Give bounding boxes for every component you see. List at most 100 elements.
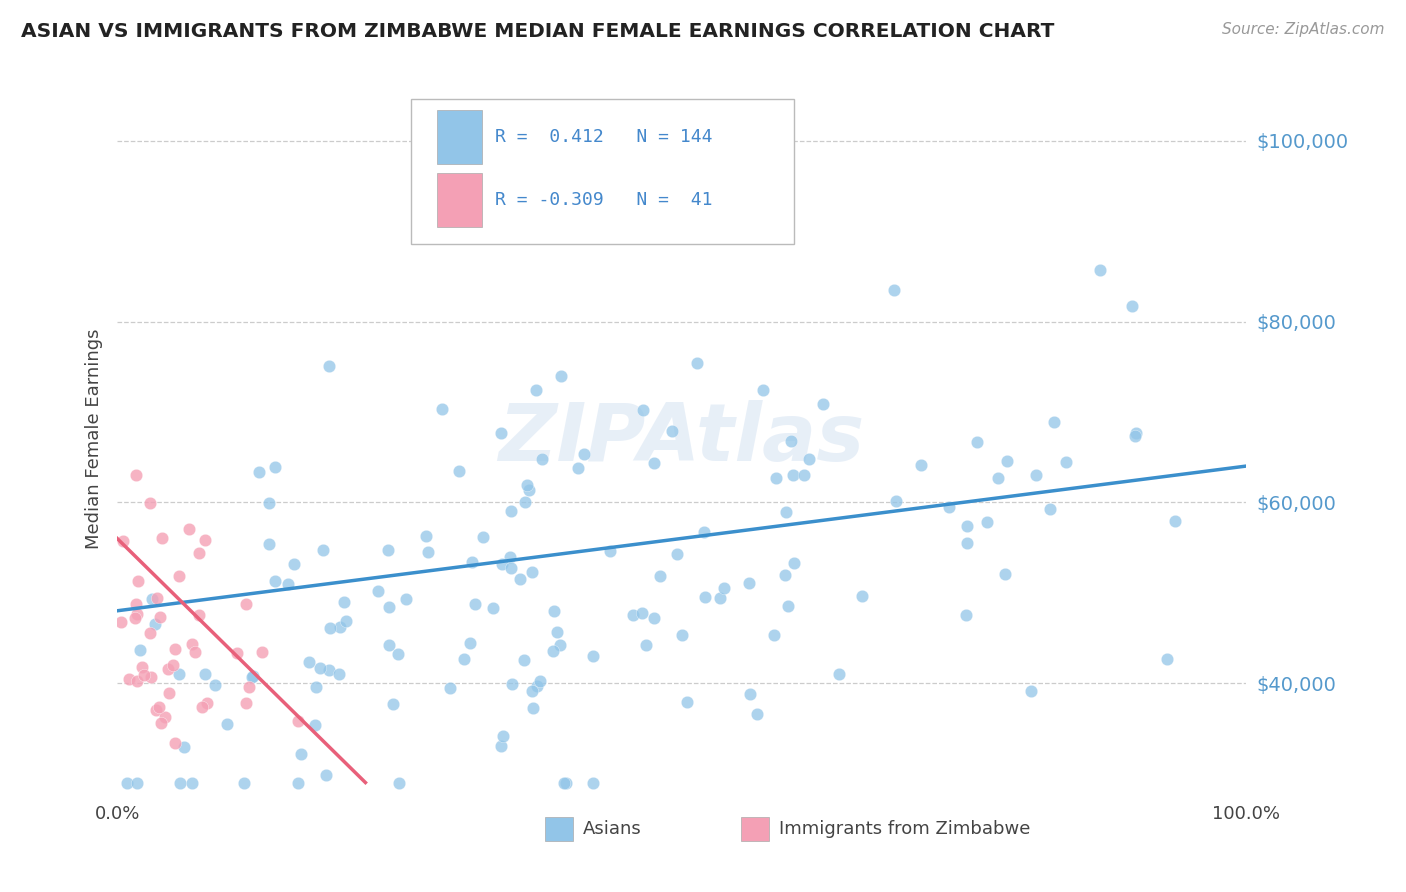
Point [143, 617, 166, 632]
Point [621, 607, 644, 622]
Point [851, 589, 873, 603]
Point [179, 522, 201, 536]
Point [529, 674, 551, 689]
Point [709, 591, 731, 605]
Point [713, 581, 735, 595]
Point [676, 695, 699, 709]
Point [235, 696, 257, 710]
Point [1121, 300, 1143, 314]
Point [250, 645, 273, 659]
Point [526, 679, 548, 693]
Point [553, 775, 575, 789]
Point [671, 628, 693, 642]
Point [472, 530, 495, 544]
Point [115, 775, 138, 789]
Point [955, 607, 977, 622]
Point [328, 667, 350, 681]
Point [139, 626, 162, 640]
Point [661, 424, 683, 438]
Point [204, 678, 226, 692]
Point [377, 542, 399, 557]
Point [416, 544, 439, 558]
Point [740, 687, 762, 701]
Point [499, 561, 522, 575]
Point [247, 465, 270, 479]
Point [139, 670, 162, 684]
Point [155, 710, 177, 724]
Point [277, 577, 299, 591]
Point [966, 434, 988, 449]
Text: R = -0.309   N =  41: R = -0.309 N = 41 [495, 191, 713, 209]
Point [335, 614, 357, 628]
Point [257, 496, 280, 510]
Point [499, 504, 522, 518]
Point [173, 740, 195, 755]
Point [636, 638, 658, 652]
Point [530, 452, 553, 467]
Point [169, 775, 191, 789]
Point [242, 669, 264, 683]
Point [304, 718, 326, 732]
Point [298, 655, 321, 669]
Point [150, 716, 173, 731]
Point [387, 648, 409, 662]
Point [183, 645, 205, 659]
Point [501, 677, 523, 691]
Point [524, 383, 547, 397]
Point [648, 569, 671, 583]
Point [378, 638, 401, 652]
Text: R =  0.412   N = 144: R = 0.412 N = 144 [495, 128, 713, 146]
Point [811, 397, 834, 411]
Point [259, 537, 281, 551]
Point [287, 714, 309, 728]
Point [747, 706, 769, 721]
Point [1039, 502, 1062, 516]
Point [550, 369, 572, 384]
Point [127, 574, 149, 588]
Point [315, 768, 337, 782]
Point [458, 636, 481, 650]
Point [572, 447, 595, 461]
Point [910, 458, 932, 472]
Point [430, 402, 453, 417]
Point [395, 592, 418, 607]
Point [125, 597, 148, 611]
Point [567, 460, 589, 475]
Point [582, 775, 605, 789]
Point [157, 686, 180, 700]
Point [167, 568, 190, 582]
Text: ZIPAtlas: ZIPAtlas [498, 400, 865, 478]
Text: ASIAN VS IMMIGRANTS FROM ZIMBABWE MEDIAN FEMALE EARNINGS CORRELATION CHART: ASIAN VS IMMIGRANTS FROM ZIMBABWE MEDIAN… [21, 22, 1054, 41]
Point [264, 460, 287, 475]
Point [129, 642, 152, 657]
Point [516, 478, 538, 492]
Y-axis label: Median Female Earnings: Median Female Earnings [86, 329, 103, 549]
Point [956, 535, 979, 549]
FancyBboxPatch shape [436, 173, 482, 227]
Point [117, 672, 139, 686]
Point [167, 667, 190, 681]
Point [447, 464, 470, 478]
Point [235, 597, 257, 611]
Point [333, 595, 356, 609]
Point [180, 637, 202, 651]
Point [290, 747, 312, 762]
Text: Immigrants from Zimbabwe: Immigrants from Zimbabwe [779, 820, 1031, 838]
FancyBboxPatch shape [411, 99, 794, 244]
Point [194, 533, 217, 548]
Point [146, 591, 169, 606]
Point [513, 653, 536, 667]
Point [513, 495, 536, 509]
Point [509, 572, 531, 586]
Point [775, 505, 797, 519]
Point [197, 696, 219, 710]
Point [631, 606, 654, 620]
Point [666, 547, 689, 561]
Point [240, 670, 263, 684]
Point [453, 652, 475, 666]
Point [643, 456, 665, 470]
Point [124, 611, 146, 625]
Point [763, 628, 786, 642]
Point [226, 646, 249, 660]
Point [319, 622, 342, 636]
